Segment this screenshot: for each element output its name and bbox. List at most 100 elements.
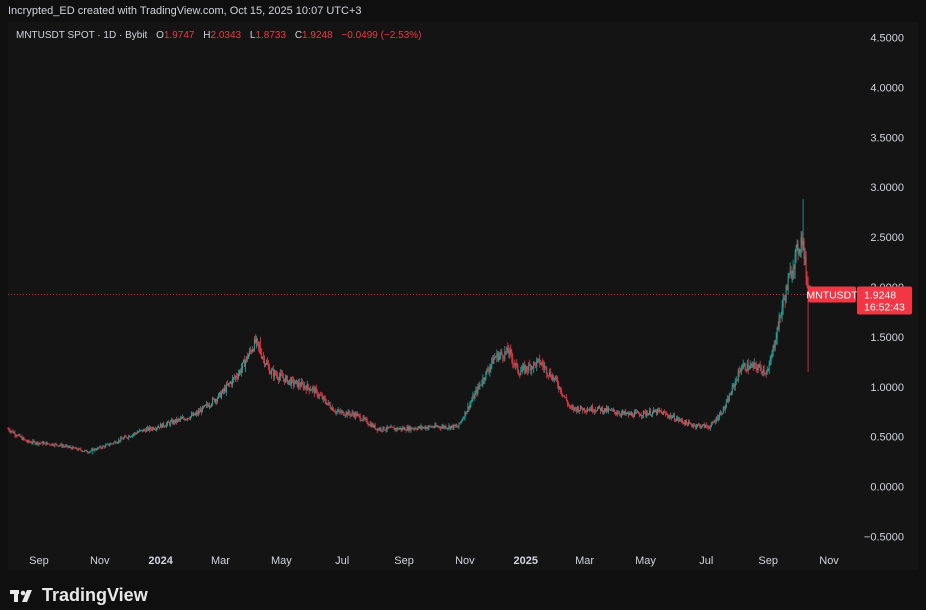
candle-body bbox=[476, 389, 478, 394]
candle-body bbox=[593, 411, 595, 413]
candle-body bbox=[453, 424, 455, 429]
candle-body bbox=[399, 428, 401, 429]
candle-body bbox=[239, 370, 241, 373]
candle-body bbox=[747, 363, 749, 370]
candle-body bbox=[263, 357, 265, 365]
candle-body bbox=[612, 409, 614, 411]
candle-body bbox=[292, 379, 294, 385]
candle-body bbox=[715, 417, 717, 422]
candle-body bbox=[169, 422, 171, 425]
candle-body bbox=[783, 298, 785, 300]
candle-body bbox=[319, 394, 321, 396]
candle-body bbox=[512, 358, 514, 364]
candle-body bbox=[679, 419, 681, 420]
candle-body bbox=[722, 406, 724, 414]
candle-body bbox=[426, 427, 428, 429]
candle-body bbox=[189, 418, 191, 420]
candle-body bbox=[433, 427, 435, 428]
candle-body bbox=[265, 362, 267, 365]
candle-body bbox=[242, 360, 244, 363]
candle-body bbox=[721, 413, 723, 415]
candle-body bbox=[741, 368, 743, 370]
candle-body bbox=[190, 416, 192, 419]
candle-body bbox=[205, 405, 207, 406]
candle-body bbox=[698, 424, 700, 426]
close-label: C bbox=[294, 30, 303, 41]
candle-body bbox=[382, 426, 384, 431]
candle-body bbox=[393, 427, 395, 430]
candle-body bbox=[48, 443, 50, 445]
chart-legend: MNTUSDT SPOT · 1D · Bybit O1.9747 H2.034… bbox=[16, 30, 421, 41]
candle-body bbox=[339, 411, 341, 413]
candle-body bbox=[454, 424, 456, 427]
candle-body bbox=[449, 425, 451, 429]
candle-body bbox=[705, 424, 707, 427]
candle-body bbox=[89, 451, 91, 453]
candle-body bbox=[683, 422, 685, 425]
candle-body bbox=[383, 426, 385, 431]
candle-body bbox=[464, 411, 466, 418]
candle-body bbox=[87, 452, 89, 453]
candle-body bbox=[457, 426, 459, 428]
candle-body bbox=[213, 398, 215, 400]
candle-body bbox=[748, 368, 750, 370]
candle-body bbox=[193, 413, 195, 416]
candle-body bbox=[736, 380, 738, 381]
candle-body bbox=[364, 418, 366, 420]
candle-body bbox=[62, 445, 64, 447]
candle-body bbox=[616, 413, 618, 415]
candle-body bbox=[327, 402, 329, 404]
candle-body bbox=[691, 425, 693, 427]
chart-area[interactable] bbox=[8, 22, 918, 570]
candle-body bbox=[111, 443, 113, 445]
candle-body bbox=[372, 424, 374, 428]
candle-body bbox=[708, 427, 710, 429]
candle-body bbox=[670, 415, 672, 419]
candle-body bbox=[102, 445, 104, 449]
candle-body bbox=[528, 364, 530, 371]
candle-body bbox=[771, 350, 773, 358]
candle-body bbox=[264, 364, 266, 365]
candle-body bbox=[497, 353, 499, 361]
candle-body bbox=[456, 425, 458, 427]
candle-body bbox=[469, 404, 471, 409]
candle-body bbox=[754, 362, 756, 365]
candle-body bbox=[161, 424, 163, 428]
candle-body bbox=[621, 412, 623, 415]
candle-body bbox=[652, 409, 654, 412]
candle-body bbox=[329, 404, 331, 408]
candle-body bbox=[494, 356, 496, 359]
candle-body bbox=[282, 377, 284, 379]
candle-body bbox=[481, 383, 483, 385]
candle-body bbox=[54, 443, 56, 446]
candle-body bbox=[641, 415, 643, 417]
candle-body bbox=[309, 389, 311, 391]
candle-body bbox=[367, 423, 369, 425]
candle-body bbox=[574, 407, 576, 410]
candle-body bbox=[583, 408, 585, 411]
candle-body bbox=[562, 393, 564, 396]
candle-body bbox=[28, 440, 30, 442]
candle-body bbox=[178, 419, 180, 421]
candle-body bbox=[785, 286, 787, 302]
candle-body bbox=[375, 428, 377, 430]
candle-body bbox=[404, 427, 406, 431]
candle-body bbox=[129, 435, 131, 438]
candle-body bbox=[427, 427, 429, 429]
candle-body bbox=[731, 386, 733, 394]
candle-body bbox=[431, 426, 433, 428]
candle-body bbox=[261, 357, 263, 359]
candle-body bbox=[350, 414, 352, 416]
candle-body bbox=[718, 414, 720, 419]
candle-body bbox=[357, 413, 359, 415]
candle-body bbox=[81, 450, 83, 452]
candle-body bbox=[310, 389, 312, 391]
candle-body bbox=[191, 414, 193, 417]
candle-body bbox=[556, 376, 558, 381]
candle-body bbox=[779, 315, 781, 317]
candle-body bbox=[505, 351, 507, 353]
candle-body bbox=[653, 409, 655, 412]
candle-body bbox=[65, 445, 67, 447]
candle-body bbox=[267, 364, 269, 367]
